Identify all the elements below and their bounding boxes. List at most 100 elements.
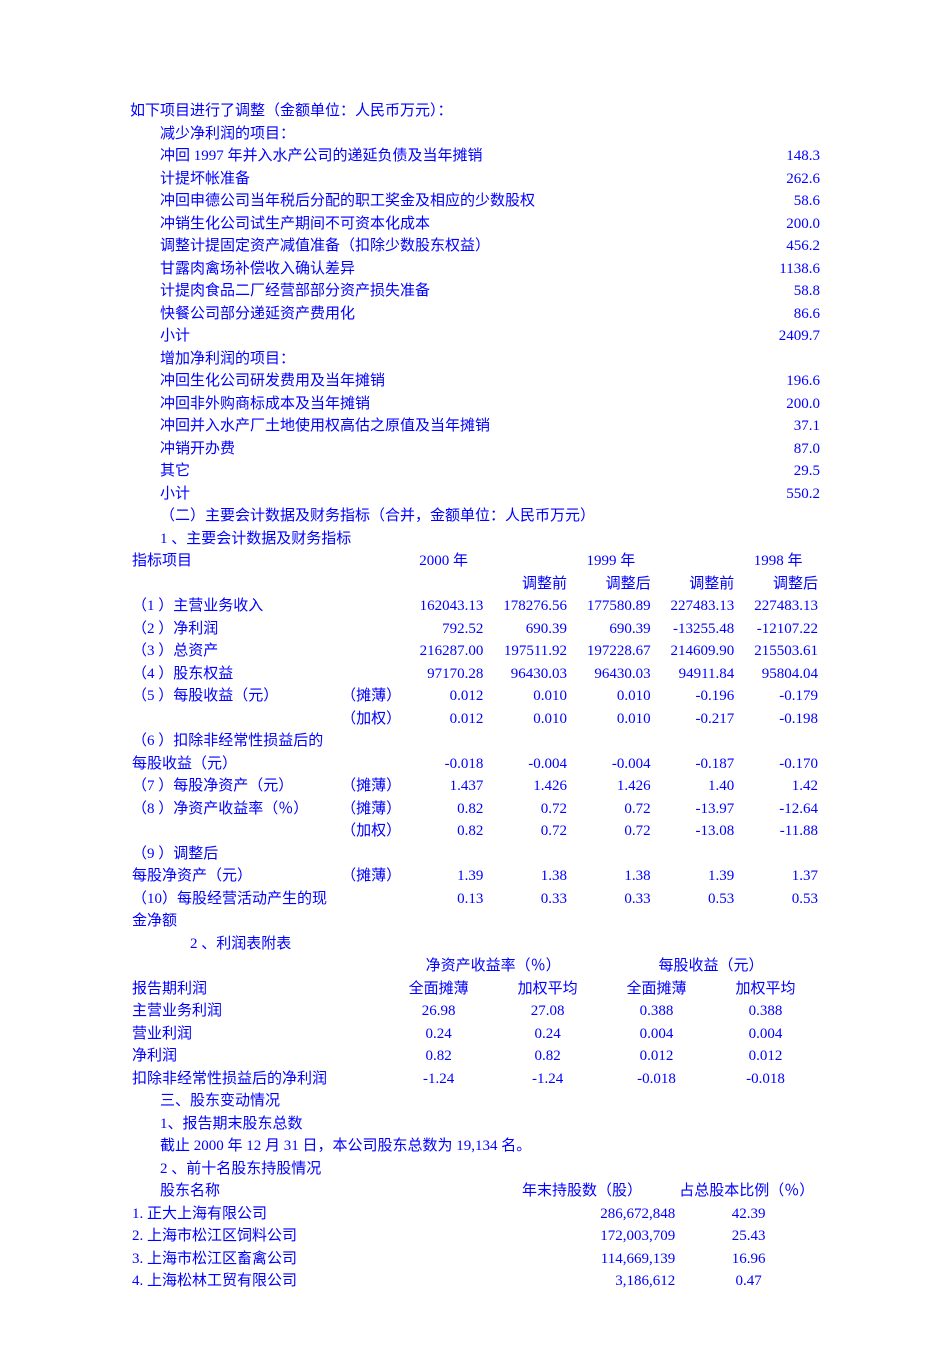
indicator-value: 0.72 — [485, 820, 569, 843]
indicator-name: 每股净资产（元） — [130, 865, 339, 888]
adjustment-label: 冲回生化公司研发费用及当年摊销 — [160, 370, 700, 393]
shareholders-table: 股东名称 年末持股数（股） 占总股本比例（％） 1. 正大上海有限公司286,6… — [130, 1180, 820, 1293]
increase-section-title: 增加净利润的项目： — [130, 348, 820, 371]
profit-value: 0.004 — [602, 1023, 711, 1046]
adjustment-label: 冲销生化公司试生产期间不可资本化成本 — [160, 213, 700, 236]
indicator-value: 0.33 — [485, 888, 569, 933]
section3-sub1: 1、报告期末股东总数 — [130, 1113, 820, 1136]
adjustment-row: 冲回生化公司研发费用及当年摊销196.6 — [130, 370, 820, 393]
indicator-value: 1.426 — [485, 775, 569, 798]
sh-hdr-name: 股东名称 — [130, 1180, 487, 1203]
section3-title: 三、股东变动情况 — [130, 1090, 820, 1113]
indicator-subtype — [339, 730, 402, 753]
indicator-subtype — [339, 753, 402, 776]
indicator-value: 0.012 — [402, 708, 486, 731]
profit-row: 营业利润0.240.240.0040.004 — [130, 1023, 820, 1046]
indicator-subtype — [339, 663, 402, 686]
profit-value: -0.018 — [711, 1068, 820, 1091]
indicator-row: （1 ）主营业务收入162043.13178276.56177580.89227… — [130, 595, 820, 618]
indicator-name: （5 ）每股收益（元） — [130, 685, 339, 708]
adjustment-value: 29.5 — [700, 460, 820, 483]
adjustment-value: 200.0 — [700, 393, 820, 416]
ind-sub-after1: 调整后 — [569, 573, 653, 596]
shareholder-pct: 16.96 — [677, 1248, 820, 1271]
ind-hdr-1999: 1999 年 — [569, 550, 653, 573]
indicator-value — [653, 730, 737, 753]
adjustment-label: 计提坏帐准备 — [160, 168, 700, 191]
shareholder-row: 1. 正大上海有限公司286,672,84842.39 — [130, 1203, 820, 1226]
indicator-value: 792.52 — [402, 618, 486, 641]
indicator-name — [130, 820, 339, 843]
indicator-subtype — [339, 595, 402, 618]
indicator-value — [402, 843, 486, 866]
indicator-name: （6 ）扣除非经常性损益后的 — [130, 730, 339, 753]
sh-hdr-pct: 占总股本比例（％） — [677, 1180, 820, 1203]
pt-hdr-diluted2: 全面摊薄 — [602, 978, 711, 1001]
indicator-row: （10）每股经营活动产生的现金净额0.130.330.330.530.53 — [130, 888, 820, 933]
indicator-row: （7 ）每股净资产（元）（摊薄）1.4371.4261.4261.401.42 — [130, 775, 820, 798]
adjustment-value: 148.3 — [700, 145, 820, 168]
profit-value: 0.388 — [602, 1000, 711, 1023]
indicator-value: 216287.00 — [402, 640, 486, 663]
indicator-value: -12107.22 — [736, 618, 820, 641]
section3-sub2: 2 、前十名股东持股情况 — [130, 1158, 820, 1181]
adjustment-label: 甘露肉禽场补偿收入确认差异 — [160, 258, 700, 281]
adjustment-label: 小计 — [160, 325, 700, 348]
indicator-row: （加权）0.0120.0100.010-0.217-0.198 — [130, 708, 820, 731]
indicator-name: 每股收益（元） — [130, 753, 339, 776]
indicators-table: 指标项目 2000 年 1999 年 1998 年 调整前 调整后 调整前 调整… — [130, 550, 820, 933]
indicator-value: 0.33 — [569, 888, 653, 933]
adjustment-label: 冲回申德公司当年税后分配的职工奖金及相应的少数股权 — [160, 190, 700, 213]
adjustment-row: 调整计提固定资产减值准备（扣除少数股东权益）456.2 — [130, 235, 820, 258]
shareholder-row: 4. 上海松林工贸有限公司3,186,6120.47 — [130, 1270, 820, 1293]
indicator-subtype: （摊薄） — [339, 685, 402, 708]
adjustment-value: 2409.7 — [700, 325, 820, 348]
indicator-value: -13.08 — [653, 820, 737, 843]
adjustment-row: 计提坏帐准备262.6 — [130, 168, 820, 191]
adjustment-row: 甘露肉禽场补偿收入确认差异1138.6 — [130, 258, 820, 281]
indicator-value: 0.010 — [485, 708, 569, 731]
profit-value: 0.012 — [711, 1045, 820, 1068]
shareholder-shares: 3,186,612 — [487, 1270, 677, 1293]
adjustment-value: 58.6 — [700, 190, 820, 213]
shareholder-shares: 114,669,139 — [487, 1248, 677, 1271]
indicator-value: 227483.13 — [736, 595, 820, 618]
indicator-value: -0.004 — [569, 753, 653, 776]
indicator-row: （5 ）每股收益（元）（摊薄）0.0120.0100.010-0.196-0.1… — [130, 685, 820, 708]
profit-row: 主营业务利润26.9827.080.3880.388 — [130, 1000, 820, 1023]
profit-value: -0.018 — [602, 1068, 711, 1091]
indicator-value: -0.217 — [653, 708, 737, 731]
indicator-value — [569, 730, 653, 753]
indicator-subtype — [339, 888, 402, 933]
indicator-value: -0.018 — [402, 753, 486, 776]
adjustment-row: 冲回申德公司当年税后分配的职工奖金及相应的少数股权58.6 — [130, 190, 820, 213]
profit-value: -1.24 — [384, 1068, 493, 1091]
indicator-subtype: （加权） — [339, 820, 402, 843]
indicator-subtype: （加权） — [339, 708, 402, 731]
indicator-subtype: （摊薄） — [339, 798, 402, 821]
adjustment-value: 1138.6 — [700, 258, 820, 281]
adjustment-label: 小计 — [160, 483, 700, 506]
adjustment-value: 200.0 — [700, 213, 820, 236]
indicator-value: 0.82 — [402, 798, 486, 821]
shareholder-name: 2. 上海市松江区饲料公司 — [130, 1225, 487, 1248]
ind-sub-before1: 调整前 — [485, 573, 569, 596]
indicator-value: 96430.03 — [485, 663, 569, 686]
ind-hdr-2000: 2000 年 — [402, 550, 486, 573]
indicator-value: 0.53 — [653, 888, 737, 933]
profit-row: 净利润0.820.820.0120.012 — [130, 1045, 820, 1068]
indicator-value: 162043.13 — [402, 595, 486, 618]
indicator-value: 1.426 — [569, 775, 653, 798]
adjustment-value: 456.2 — [700, 235, 820, 258]
adjustments-heading: 如下项目进行了调整（金额单位：人民币万元）： — [130, 100, 820, 123]
indicator-value: 0.53 — [736, 888, 820, 933]
indicator-row: （2 ）净利润792.52690.39690.39-13255.48-12107… — [130, 618, 820, 641]
adjustment-label: 快餐公司部分递延资产费用化 — [160, 303, 700, 326]
indicator-value: 1.40 — [653, 775, 737, 798]
adjustment-value: 58.8 — [700, 280, 820, 303]
pt-hdr-period: 报告期利润 — [130, 978, 384, 1001]
indicator-value: 96430.03 — [569, 663, 653, 686]
adjustment-row: 冲回并入水产厂土地使用权高估之原值及当年摊销37.1 — [130, 415, 820, 438]
indicator-value: -0.170 — [736, 753, 820, 776]
adjustment-row: 小计2409.7 — [130, 325, 820, 348]
